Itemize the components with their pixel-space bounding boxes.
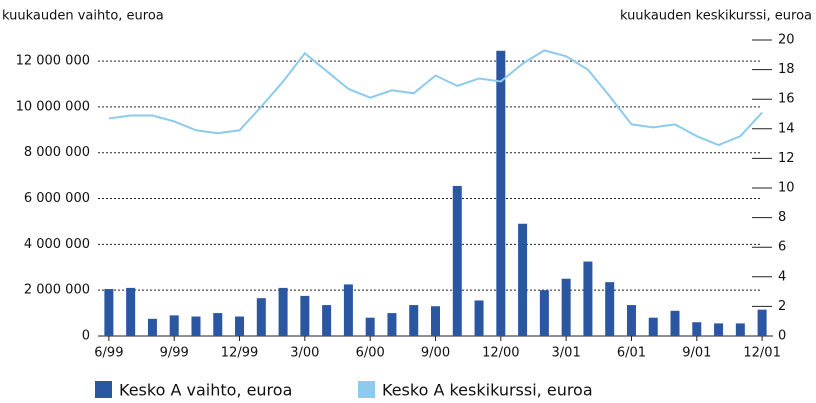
bar <box>518 223 528 336</box>
y2-tick-label: 8 <box>778 210 786 225</box>
bar <box>343 284 353 336</box>
legend-text: Kesko A keskikurssi, euroa <box>382 381 593 400</box>
y2-tick-label: 10 <box>778 181 795 196</box>
bar <box>496 50 506 337</box>
bar <box>692 322 702 336</box>
line <box>108 49 763 147</box>
bar <box>300 295 310 336</box>
bar <box>256 298 266 336</box>
bar <box>539 290 549 336</box>
bar <box>169 315 179 336</box>
bar <box>278 287 288 336</box>
legend-swatch <box>95 381 112 398</box>
legend-text: Kesko A vaihto, euroa <box>119 381 292 400</box>
y2-tick-label: 14 <box>778 121 795 136</box>
x-tick-label: 12/99 <box>221 346 258 361</box>
bar <box>191 316 201 336</box>
bar <box>670 310 680 336</box>
y2-tick-label: 20 <box>778 33 795 48</box>
bar <box>126 287 136 336</box>
y-tick-label: 2 000 000 <box>24 283 90 298</box>
bar <box>735 323 745 336</box>
y2-tick-label: 18 <box>778 62 795 77</box>
y2-tick-label: 12 <box>778 151 795 166</box>
x-tick-label: 9/00 <box>421 346 450 361</box>
bar <box>235 316 245 336</box>
y2-tick-label: 6 <box>778 240 786 255</box>
y-tick-label: 4 000 000 <box>24 237 90 252</box>
x-tick-label: 12/00 <box>482 346 519 361</box>
bar <box>648 317 658 336</box>
y2-tick-label: 16 <box>778 92 795 107</box>
bar <box>104 289 114 336</box>
y2-axis-title: kuukauden keskikurssi, euroa <box>620 9 812 24</box>
legend-swatch <box>358 381 375 398</box>
bar <box>387 313 397 336</box>
x-tick-label: 3/00 <box>290 346 319 361</box>
y-tick-label: 10 000 000 <box>16 99 90 114</box>
bar <box>322 305 332 336</box>
x-tick-label: 6/00 <box>356 346 385 361</box>
y-tick-label: 8 000 000 <box>24 145 90 160</box>
bar <box>213 313 223 336</box>
bar <box>365 317 375 336</box>
y2-tick-label: 4 <box>778 269 786 284</box>
y-tick-label: 0 <box>82 329 90 344</box>
x-tick-label: 9/01 <box>682 346 711 361</box>
x-tick-label: 9/99 <box>160 346 189 361</box>
bar <box>409 305 419 336</box>
bar <box>583 261 593 336</box>
bar <box>714 323 724 336</box>
y-axis-title: kuukauden vaihto, euroa <box>2 9 164 24</box>
x-tick-label: 6/99 <box>94 346 123 361</box>
bar <box>147 318 157 336</box>
x-tick-label: 12/01 <box>743 346 780 361</box>
bar <box>605 282 615 336</box>
y-tick-label: 12 000 000 <box>16 54 90 69</box>
x-tick-label: 3/01 <box>552 346 581 361</box>
bar <box>626 305 636 336</box>
y-tick-label: 6 000 000 <box>24 191 90 206</box>
bar <box>474 300 484 336</box>
y2-tick-label: 2 <box>778 299 786 314</box>
x-tick-label: 6/01 <box>617 346 646 361</box>
bar <box>431 306 440 336</box>
y2-tick-label: 0 <box>778 329 786 344</box>
bar <box>757 309 767 336</box>
bar <box>452 185 462 336</box>
bar <box>561 278 571 336</box>
